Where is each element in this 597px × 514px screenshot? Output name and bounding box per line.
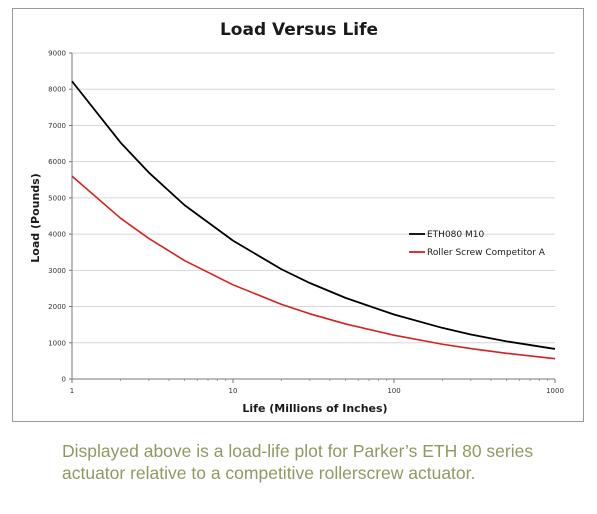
y-tick-label-5: 5000: [48, 194, 66, 202]
y-tick-label-0: 0: [62, 376, 66, 384]
chart-title: Load Versus Life: [220, 20, 378, 40]
x-axis-label: Life (Millions of Inches): [242, 402, 387, 415]
y-tick-label-1: 1000: [48, 339, 66, 347]
series-line-1: [71, 175, 556, 360]
y-tick-label-6: 6000: [48, 158, 66, 166]
gridlines: [72, 52, 555, 380]
legend-label-0: ETH080 M10: [427, 230, 484, 240]
y-tick-label-9: 9000: [48, 50, 66, 58]
legend: ETH080 M10 Roller Screw Competitor A: [409, 230, 546, 258]
series-lines: [71, 80, 556, 360]
y-tick-label-4: 4000: [48, 231, 66, 239]
load-life-chart: Load Versus Life 0 1000 2000 3000 4000 5000 60…: [29, 20, 564, 415]
x-tick-label-1: 10: [229, 387, 238, 395]
chart-caption: Displayed above is a load-life plot for …: [62, 441, 534, 483]
y-tick-label-2: 2000: [48, 303, 66, 311]
y-tick-label-3: 3000: [48, 267, 66, 275]
x-tick-label-2: 100: [387, 387, 400, 395]
series-line-0: [71, 80, 556, 350]
chart-frame: Load Versus Life 0 1000 2000 3000 4000 5000 60…: [12, 8, 584, 422]
axes: 0 1000 2000 3000 4000 5000 6000 7000 8000 9000 1 10…: [48, 50, 564, 396]
x-tick-label-3: 1000: [546, 387, 564, 395]
x-tick-label-0: 1: [70, 387, 74, 395]
legend-label-1: Roller Screw Competitor A: [427, 248, 546, 258]
y-tick-label-8: 8000: [48, 86, 66, 94]
y-tick-label-7: 7000: [48, 122, 66, 130]
y-axis-label: Load (Pounds): [29, 173, 42, 262]
